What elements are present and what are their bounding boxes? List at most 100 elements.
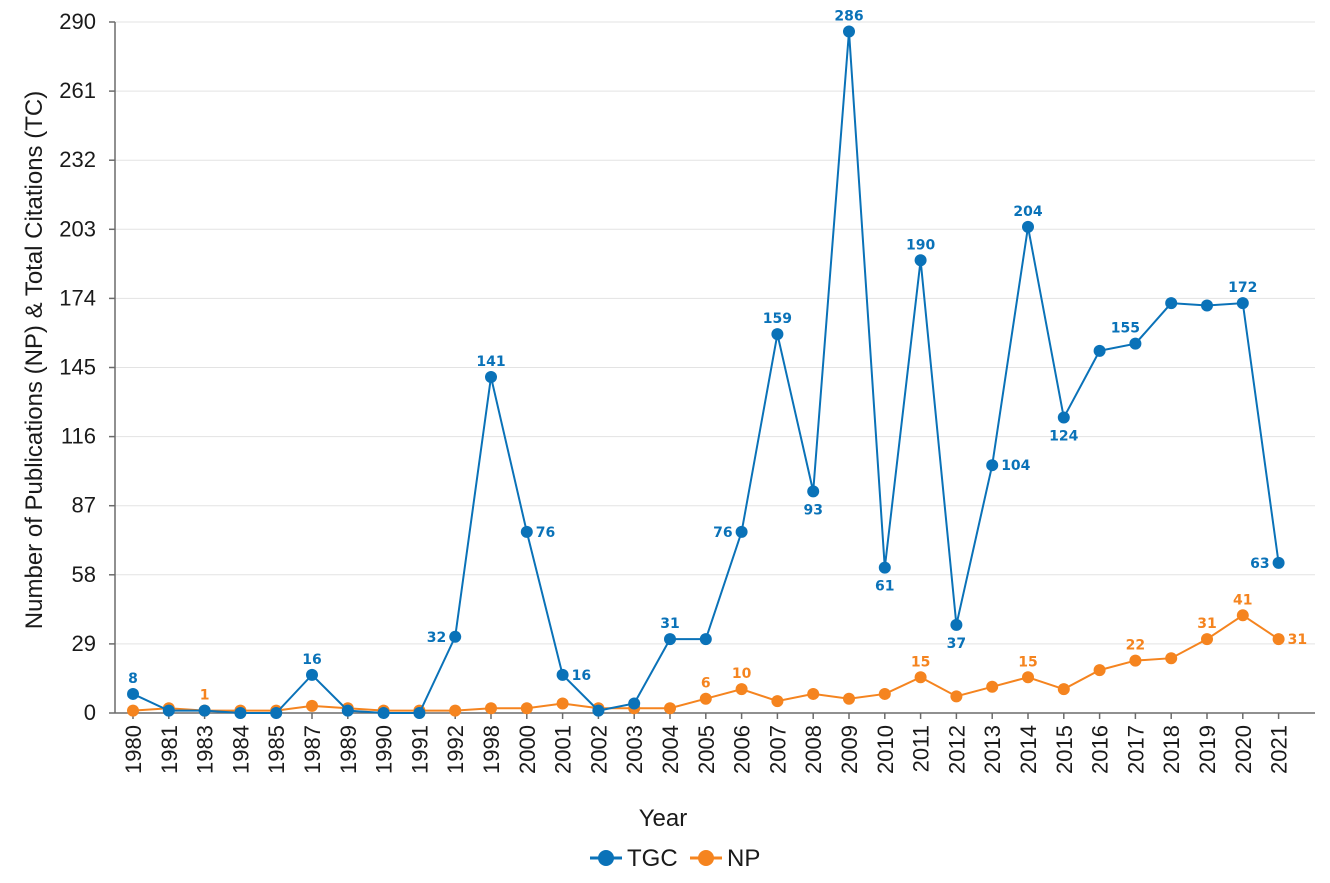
point-np-2021 — [1272, 633, 1285, 646]
data-label-np-2019: 31 — [1197, 616, 1216, 632]
data-label-np-2011: 15 — [911, 654, 930, 670]
x-axis-title: Year — [639, 805, 688, 832]
point-tgc-1980 — [127, 687, 139, 700]
data-label-tgc-2014: 204 — [1013, 204, 1042, 220]
x-tick-label-2006: 2006 — [730, 725, 755, 774]
y-tick-label-87: 87 — [72, 493, 96, 518]
data-label-tgc-2013: 104 — [1001, 458, 1030, 474]
point-np-2004 — [664, 702, 676, 715]
x-tick-label-1985: 1985 — [264, 725, 289, 774]
legend-tgc-label: TGC — [627, 845, 678, 872]
x-tick-label-2014: 2014 — [1016, 725, 1041, 774]
point-np-2009 — [843, 692, 855, 705]
point-np-2019 — [1201, 633, 1213, 646]
point-tgc-2003 — [628, 697, 641, 710]
point-np-2010 — [878, 687, 891, 700]
data-label-np-2005: 6 — [701, 676, 711, 692]
point-np-1998 — [485, 702, 497, 715]
x-tick-label-1989: 1989 — [336, 725, 361, 774]
y-tick-label-145: 145 — [59, 355, 96, 380]
x-axis: 1980 1981 1983 1984 1985 1987 1989 1990 1991 1992… — [121, 713, 1292, 774]
x-tick-label-1987: 1987 — [300, 725, 325, 774]
point-tgc-2015 — [1057, 411, 1070, 424]
legend-item-tgc[interactable]: TGC — [590, 845, 678, 872]
data-label-tgc-2011: 190 — [906, 237, 935, 253]
point-tgc-1983 — [198, 704, 211, 717]
point-np-2000 — [520, 702, 533, 715]
point-np-2015 — [1057, 683, 1070, 696]
point-tgc-2000 — [520, 525, 533, 538]
point-tgc-2013 — [986, 459, 999, 472]
point-np-2014 — [1022, 671, 1034, 684]
data-label-tgc-1980: 8 — [128, 671, 138, 687]
grid-lines — [115, 21, 1315, 645]
x-tick-label-2019: 2019 — [1195, 725, 1220, 774]
data-label-np-2017: 22 — [1126, 638, 1145, 654]
point-tgc-1984 — [234, 707, 247, 719]
legend-item-np[interactable]: NP — [690, 845, 760, 872]
data-labels: 8163214176163176159932866119037104204124… — [128, 9, 1307, 704]
axes — [109, 21, 1315, 714]
data-label-tgc-2021: 63 — [1250, 556, 1269, 572]
legend-np-marker — [698, 850, 714, 866]
point-np-2011 — [914, 671, 927, 684]
point-tgc-1981 — [162, 704, 175, 717]
x-tick-label-2021: 2021 — [1267, 725, 1292, 774]
x-tick-label-2020: 2020 — [1231, 725, 1256, 774]
point-np-2006 — [735, 683, 748, 696]
x-tick-label-1998: 1998 — [479, 725, 504, 774]
point-tgc-2006 — [735, 525, 748, 538]
data-label-tgc-2000: 76 — [536, 525, 555, 541]
point-tgc-1987 — [306, 668, 318, 681]
x-tick-label-2011: 2011 — [909, 725, 934, 772]
x-tick-label-1984: 1984 — [228, 725, 253, 774]
point-np-2012 — [950, 690, 963, 703]
y-tick-label-174: 174 — [59, 285, 96, 310]
legend-tgc-marker — [598, 850, 614, 866]
point-np-2008 — [807, 687, 820, 700]
point-tgc-2008 — [807, 485, 820, 498]
x-tick-label-2013: 2013 — [980, 725, 1005, 774]
y-tick-label-0: 0 — [84, 700, 96, 725]
point-np-2001 — [556, 697, 569, 710]
point-tgc-2020 — [1236, 297, 1249, 310]
y-tick-label-116: 116 — [61, 424, 96, 449]
x-tick-label-2005: 2005 — [694, 725, 719, 774]
data-label-tgc-2017: 155 — [1111, 321, 1140, 337]
point-np-2018 — [1165, 652, 1178, 665]
point-tgc-1990 — [377, 707, 390, 719]
point-np-1992 — [449, 704, 462, 717]
point-np-2016 — [1093, 664, 1106, 677]
data-label-tgc-1987: 16 — [302, 652, 321, 668]
data-label-tgc-2004: 31 — [660, 616, 679, 632]
point-tgc-2021 — [1272, 556, 1285, 569]
point-np-2007 — [771, 695, 784, 708]
point-tgc-2010 — [878, 561, 891, 574]
point-tgc-2012 — [950, 618, 963, 631]
point-tgc-1985 — [270, 707, 283, 719]
x-tick-label-1980: 1980 — [121, 725, 146, 774]
x-tick-label-2018: 2018 — [1159, 725, 1184, 774]
series-line-tgc — [132, 31, 1280, 714]
point-tgc-2009 — [843, 25, 855, 38]
x-tick-label-2007: 2007 — [765, 725, 790, 774]
legend: TGC NP — [590, 845, 760, 872]
point-tgc-1991 — [413, 707, 426, 719]
point-tgc-2002 — [592, 704, 605, 717]
point-tgc-2005 — [699, 633, 712, 646]
data-label-np-2020: 41 — [1233, 592, 1252, 608]
data-label-np-2006: 10 — [732, 666, 752, 682]
series-layer — [127, 25, 1285, 719]
point-tgc-2017 — [1129, 337, 1142, 350]
x-tick-label-2003: 2003 — [622, 725, 647, 774]
x-tick-label-2009: 2009 — [837, 725, 862, 774]
x-tick-label-1992: 1992 — [443, 725, 468, 774]
x-tick-label-2008: 2008 — [801, 725, 826, 774]
x-tick-label-2012: 2012 — [944, 725, 969, 774]
point-np-1980 — [127, 704, 139, 717]
data-label-tgc-2001: 16 — [572, 668, 591, 684]
y-tick-label-290: 290 — [59, 9, 96, 34]
data-label-tgc-2006: 76 — [713, 525, 732, 541]
point-tgc-2001 — [556, 668, 569, 681]
